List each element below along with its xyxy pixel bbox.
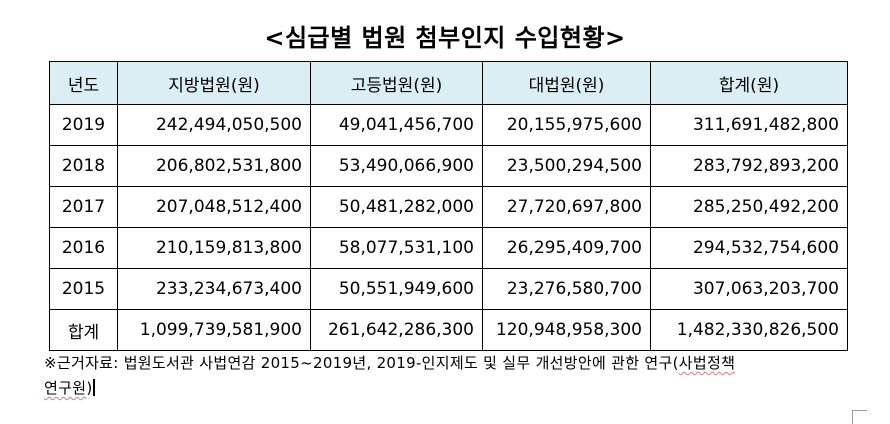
district-court-cell: 207,048,512,400 xyxy=(117,186,311,228)
year-cell: 2017 xyxy=(49,186,118,228)
district-court-cell: 206,802,531,800 xyxy=(117,145,311,187)
high-court-cell: 49,041,456,700 xyxy=(310,104,483,146)
district-court-cell: 1,099,739,581,900 xyxy=(117,309,311,351)
column-header-high-court: 고등법원(원) xyxy=(310,61,483,105)
table-row: 2016 210,159,813,800 58,077,531,100 26,2… xyxy=(49,227,848,269)
total-label-cell: 합계 xyxy=(49,309,118,351)
column-header-total: 합계(원) xyxy=(650,61,848,105)
table-title: <심급별 법원 첨부인지 수입현황> xyxy=(264,24,626,52)
supreme-court-cell: 23,500,294,500 xyxy=(482,145,651,187)
total-cell: 1,482,330,826,500 xyxy=(650,309,848,351)
table-header-row: 년도 지방법원(원) 고등법원(원) 대법원(원) 합계(원) xyxy=(49,61,848,105)
supreme-court-cell: 20,155,975,600 xyxy=(482,104,651,146)
column-header-year: 년도 xyxy=(49,61,118,105)
source-note-text: ※근거자료: 법원도서관 사법연감 2015~2019년, 2019-인지제도 … xyxy=(44,354,679,372)
district-court-cell: 210,159,813,800 xyxy=(117,227,311,269)
year-cell: 2019 xyxy=(49,104,118,146)
supreme-court-cell: 23,276,580,700 xyxy=(482,268,651,310)
high-court-cell: 50,481,282,000 xyxy=(310,186,483,228)
supreme-court-cell: 26,295,409,700 xyxy=(482,227,651,269)
source-note[interactable]: ※근거자료: 법원도서관 사법연감 2015~2019년, 2019-인지제도 … xyxy=(44,351,874,401)
column-header-district-court: 지방법원(원) xyxy=(117,61,311,105)
district-court-cell: 233,234,673,400 xyxy=(117,268,311,310)
high-court-cell: 50,551,949,600 xyxy=(310,268,483,310)
source-note-end: ) xyxy=(86,379,93,397)
high-court-cell: 261,642,286,300 xyxy=(310,309,483,351)
year-cell: 2015 xyxy=(49,268,118,310)
total-cell: 285,250,492,200 xyxy=(650,186,848,228)
table-row: 2018 206,802,531,800 53,490,066,900 23,5… xyxy=(49,145,848,187)
supreme-court-cell: 27,720,697,800 xyxy=(482,186,651,228)
table-row: 2017 207,048,512,400 50,481,282,000 27,7… xyxy=(49,186,848,228)
total-cell: 294,532,754,600 xyxy=(650,227,848,269)
page-corner-mark xyxy=(852,410,867,424)
year-cell: 2018 xyxy=(49,145,118,187)
table-row: 2019 242,494,050,500 49,041,456,700 20,1… xyxy=(49,104,848,146)
district-court-cell: 242,494,050,500 xyxy=(117,104,311,146)
total-cell: 283,792,893,200 xyxy=(650,145,848,187)
supreme-court-cell: 120,948,958,300 xyxy=(482,309,651,351)
total-cell: 311,691,482,800 xyxy=(650,104,848,146)
year-cell: 2016 xyxy=(49,227,118,269)
revenue-table: 년도 지방법원(원) 고등법원(원) 대법원(원) 합계(원) 2019 242… xyxy=(49,61,848,351)
text-cursor xyxy=(93,379,96,396)
table-row: 2015 233,234,673,400 50,551,949,600 23,2… xyxy=(49,268,848,310)
column-header-supreme-court: 대법원(원) xyxy=(482,61,651,105)
high-court-cell: 53,490,066,900 xyxy=(310,145,483,187)
spellcheck-underlined-text: 연구원 xyxy=(44,379,87,397)
spellcheck-underlined-text: 사법정책 xyxy=(678,354,736,372)
total-cell: 307,063,203,700 xyxy=(650,268,848,310)
table-total-row: 합계 1,099,739,581,900 261,642,286,300 120… xyxy=(49,309,848,351)
high-court-cell: 58,077,531,100 xyxy=(310,227,483,269)
